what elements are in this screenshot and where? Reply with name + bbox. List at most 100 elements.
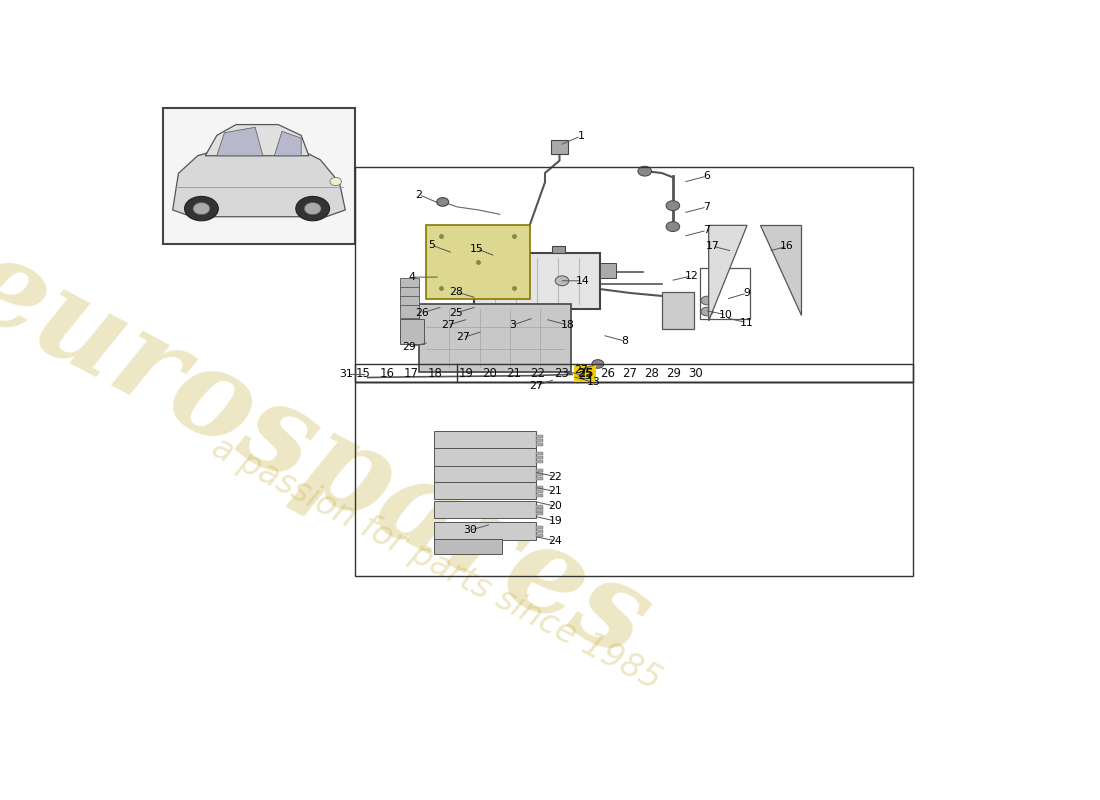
Text: 26: 26 [600, 366, 615, 380]
Bar [355, 364, 913, 382]
Text: 15: 15 [470, 244, 484, 254]
Bar [537, 530, 543, 533]
Circle shape [185, 197, 218, 221]
Text: 27: 27 [574, 365, 587, 374]
Text: 25: 25 [450, 308, 463, 318]
Circle shape [296, 197, 330, 221]
Bar [537, 435, 543, 438]
Text: 27: 27 [456, 333, 470, 342]
FancyBboxPatch shape [434, 465, 537, 482]
Text: 9: 9 [744, 288, 750, 298]
Bar [537, 439, 543, 442]
FancyBboxPatch shape [426, 226, 530, 299]
Bar [537, 456, 543, 459]
Text: 22: 22 [548, 472, 562, 482]
Bar [537, 534, 543, 537]
Text: 2: 2 [416, 190, 422, 199]
Bar [537, 505, 543, 508]
FancyBboxPatch shape [419, 304, 571, 372]
FancyBboxPatch shape [444, 237, 458, 242]
Circle shape [666, 201, 680, 210]
Text: 25: 25 [576, 366, 593, 380]
Text: 30: 30 [463, 526, 477, 535]
Bar [163, 108, 355, 244]
FancyBboxPatch shape [434, 482, 537, 499]
Text: 26: 26 [416, 308, 429, 318]
Text: 15: 15 [356, 366, 371, 380]
FancyBboxPatch shape [400, 319, 424, 344]
FancyBboxPatch shape [551, 140, 568, 154]
Bar [355, 382, 913, 577]
Circle shape [592, 360, 604, 368]
Text: 23: 23 [553, 366, 569, 380]
Circle shape [701, 296, 713, 305]
Text: 24: 24 [548, 536, 562, 546]
Polygon shape [760, 226, 801, 314]
Bar [574, 365, 596, 382]
Text: 27: 27 [621, 366, 637, 380]
Text: 17: 17 [706, 242, 719, 251]
Text: 7: 7 [704, 226, 711, 235]
Bar [502, 246, 515, 253]
Bar [537, 473, 543, 476]
Text: 22: 22 [530, 366, 544, 380]
Text: 11: 11 [740, 318, 754, 328]
Text: 8: 8 [621, 336, 628, 346]
Text: 17: 17 [404, 366, 419, 380]
Circle shape [556, 276, 569, 286]
Bar [537, 494, 543, 497]
Text: a passion for parts since 1985: a passion for parts since 1985 [206, 431, 667, 697]
FancyBboxPatch shape [400, 296, 419, 309]
Text: 30: 30 [689, 366, 703, 380]
Polygon shape [274, 131, 301, 156]
Bar [537, 526, 543, 530]
Text: 4: 4 [408, 272, 416, 282]
FancyBboxPatch shape [434, 431, 537, 448]
Text: 29: 29 [667, 366, 681, 380]
Circle shape [666, 222, 680, 231]
Text: 19: 19 [459, 366, 473, 380]
Text: 27: 27 [441, 320, 454, 330]
Bar [537, 477, 543, 480]
Circle shape [638, 166, 651, 176]
FancyBboxPatch shape [434, 539, 503, 554]
Text: 10: 10 [718, 310, 733, 320]
Bar [537, 490, 543, 493]
Bar [537, 509, 543, 511]
Bar [537, 469, 543, 472]
Text: 20: 20 [482, 366, 497, 380]
Polygon shape [206, 125, 309, 156]
Polygon shape [173, 146, 345, 217]
FancyBboxPatch shape [601, 262, 616, 278]
FancyBboxPatch shape [400, 278, 419, 290]
Text: 29: 29 [402, 342, 416, 352]
Text: 28: 28 [450, 287, 463, 297]
Text: 18: 18 [561, 320, 575, 330]
Text: 20: 20 [548, 502, 562, 511]
Polygon shape [217, 127, 263, 156]
Text: 23: 23 [579, 371, 592, 382]
FancyBboxPatch shape [434, 448, 537, 466]
Text: 13: 13 [586, 378, 601, 387]
Bar [552, 246, 565, 253]
Text: 21: 21 [506, 366, 521, 380]
Text: 14: 14 [575, 276, 590, 286]
FancyBboxPatch shape [434, 522, 537, 539]
Circle shape [437, 198, 449, 206]
Bar [355, 167, 913, 382]
Text: 31: 31 [340, 370, 353, 379]
Polygon shape [708, 226, 747, 321]
Text: 12: 12 [684, 271, 699, 281]
Bar [537, 460, 543, 463]
Text: 27: 27 [529, 381, 543, 390]
Text: 28: 28 [645, 366, 659, 380]
Text: eurospares: eurospares [0, 223, 670, 683]
Text: 18: 18 [428, 366, 442, 380]
Text: 16: 16 [379, 366, 395, 380]
FancyBboxPatch shape [434, 501, 537, 518]
Text: 7: 7 [704, 202, 711, 212]
Ellipse shape [330, 178, 341, 186]
Text: 3: 3 [509, 320, 516, 330]
Circle shape [192, 202, 210, 214]
Text: 6: 6 [704, 171, 711, 181]
